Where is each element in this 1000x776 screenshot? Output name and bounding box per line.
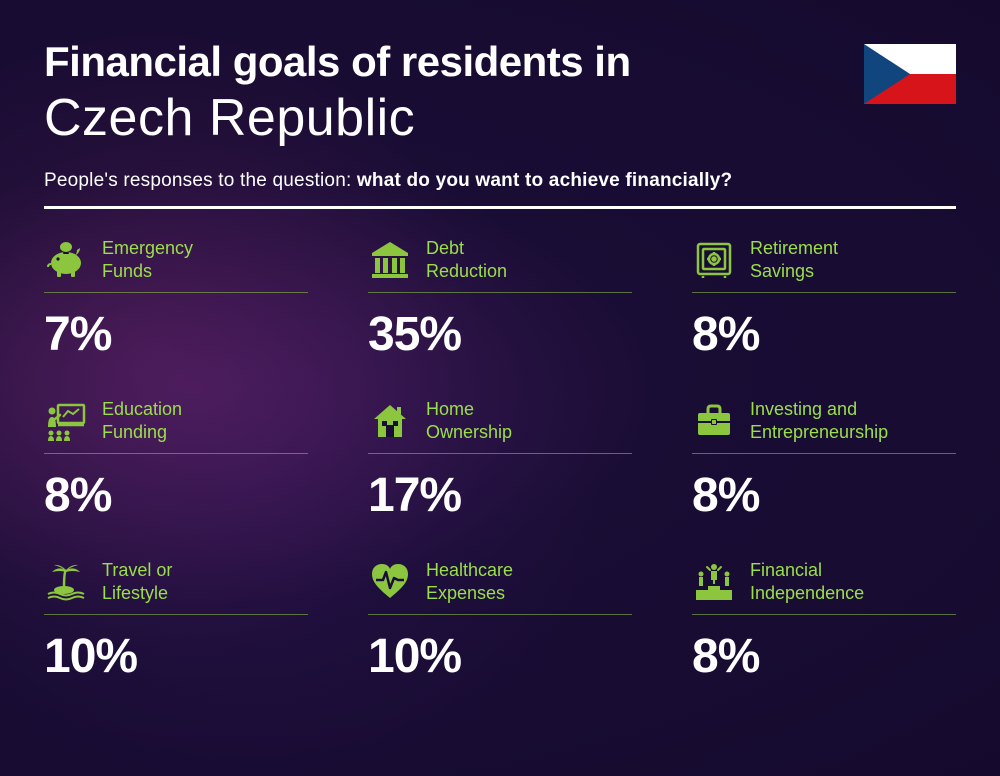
header: Financial goals of residents in Czech Re… xyxy=(44,38,956,148)
card-label: Investing andEntrepreneurship xyxy=(750,398,888,443)
card-emergency-funds: EmergencyFunds 7% xyxy=(44,237,308,362)
subtitle-prefix: People's responses to the question: xyxy=(44,170,357,191)
card-value: 10% xyxy=(368,629,632,684)
card-value: 8% xyxy=(44,468,308,523)
card-label: HealthcareExpenses xyxy=(426,559,513,604)
card-value: 8% xyxy=(692,307,956,362)
flag-czech xyxy=(864,44,956,104)
card-label: Travel orLifestyle xyxy=(102,559,172,604)
card-retirement-savings: RetirementSavings 8% xyxy=(692,237,956,362)
card-label: EmergencyFunds xyxy=(102,237,193,282)
card-travel: Travel orLifestyle 10% xyxy=(44,559,308,684)
podium-icon xyxy=(692,560,736,604)
card-label: EducationFunding xyxy=(102,398,182,443)
card-healthcare: HealthcareExpenses 10% xyxy=(368,559,632,684)
cards-grid: EmergencyFunds 7% DebtReduction xyxy=(44,237,956,684)
card-education-funding: EducationFunding 8% xyxy=(44,398,308,523)
safe-icon xyxy=(692,238,736,282)
card-label: DebtReduction xyxy=(426,237,507,282)
card-value: 7% xyxy=(44,307,308,362)
island-icon xyxy=(44,560,88,604)
card-debt-reduction: DebtReduction 35% xyxy=(368,237,632,362)
subtitle: People's responses to the question: what… xyxy=(44,170,956,192)
card-value: 10% xyxy=(44,629,308,684)
card-value: 8% xyxy=(692,629,956,684)
divider xyxy=(44,206,956,209)
card-investing: Investing andEntrepreneurship 8% xyxy=(692,398,956,523)
house-icon xyxy=(368,399,412,443)
title-line2: Czech Republic xyxy=(44,88,956,148)
presentation-icon xyxy=(44,399,88,443)
card-label: FinancialIndependence xyxy=(750,559,864,604)
heart-pulse-icon xyxy=(368,560,412,604)
card-home-ownership: HomeOwnership 17% xyxy=(368,398,632,523)
card-value: 17% xyxy=(368,468,632,523)
subtitle-bold: what do you want to achieve financially? xyxy=(357,170,732,191)
card-value: 8% xyxy=(692,468,956,523)
briefcase-icon xyxy=(692,399,736,443)
piggy-bank-icon xyxy=(44,238,88,282)
bank-icon xyxy=(368,238,412,282)
title-line1: Financial goals of residents in xyxy=(44,38,956,86)
card-value: 35% xyxy=(368,307,632,362)
card-label: HomeOwnership xyxy=(426,398,512,443)
card-label: RetirementSavings xyxy=(750,237,838,282)
card-financial-independence: FinancialIndependence 8% xyxy=(692,559,956,684)
